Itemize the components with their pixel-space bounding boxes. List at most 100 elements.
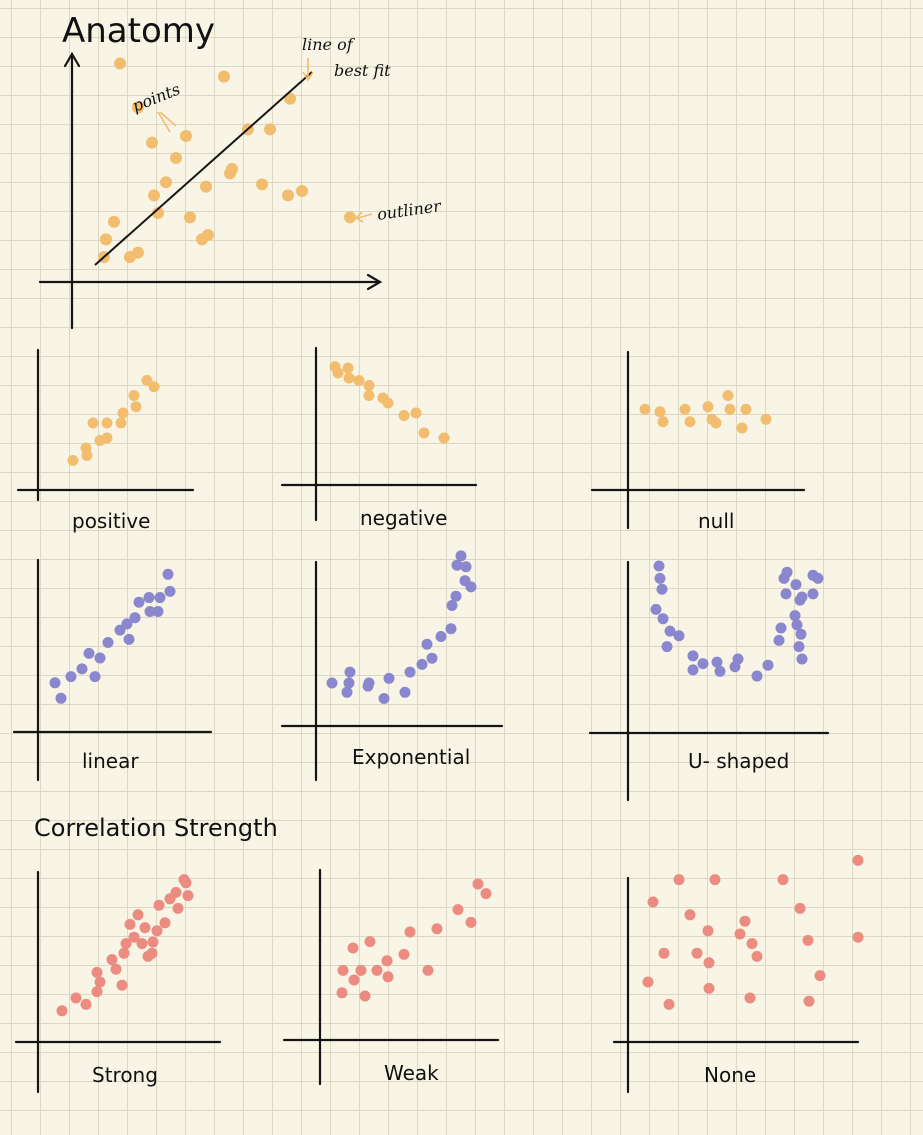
data-point — [703, 982, 715, 994]
data-point — [363, 380, 375, 391]
chart-strong: Strong — [14, 870, 222, 1094]
data-point — [684, 416, 696, 428]
data-point — [673, 874, 685, 886]
data-point — [152, 606, 164, 617]
data-point — [343, 372, 355, 384]
data-point — [353, 375, 365, 386]
data-point — [76, 663, 88, 675]
data-point — [348, 974, 360, 986]
data-point — [653, 560, 665, 572]
data-point — [418, 427, 430, 439]
data-point — [381, 955, 393, 967]
data-point — [465, 916, 477, 928]
data-point — [664, 625, 676, 637]
anatomy-figure: points line of best fit outliner — [38, 35, 443, 330]
data-point — [679, 403, 691, 415]
data-point — [147, 936, 159, 948]
data-point — [355, 964, 367, 976]
data-point — [702, 925, 714, 937]
chart-null: null — [590, 350, 806, 533]
data-point — [172, 902, 184, 914]
chart-label: None — [704, 1063, 756, 1087]
data-point — [673, 630, 685, 642]
chart-label: linear — [82, 749, 139, 773]
data-point — [852, 931, 864, 943]
data-point — [796, 653, 808, 665]
data-point — [398, 948, 410, 960]
anatomy-point — [170, 152, 182, 164]
data-point — [130, 401, 142, 413]
chart-none: None — [612, 854, 864, 1094]
data-point — [132, 909, 144, 921]
data-point — [722, 390, 734, 401]
data-point — [336, 987, 348, 999]
data-point — [807, 588, 819, 600]
data-point — [480, 888, 492, 900]
data-point — [56, 1005, 68, 1017]
data-point — [812, 572, 824, 584]
outlier-annotation-arrow — [354, 211, 373, 223]
data-point — [342, 362, 354, 374]
data-point — [116, 979, 128, 991]
data-point — [714, 665, 726, 677]
data-point — [435, 631, 447, 642]
data-point — [91, 966, 103, 978]
data-point — [398, 410, 410, 421]
anatomy-point — [146, 136, 158, 149]
chart-u-shaped: U- shaped — [588, 560, 830, 802]
data-point — [144, 606, 156, 617]
data-point — [102, 637, 114, 648]
data-point — [746, 938, 758, 950]
data-point — [460, 561, 472, 573]
data-point — [359, 990, 371, 1002]
data-point — [326, 677, 338, 689]
data-point — [654, 572, 666, 584]
anatomy-point — [202, 229, 214, 241]
best-fit-annotation-line2: best fit — [334, 61, 391, 80]
data-point — [70, 992, 82, 1004]
data-point — [790, 579, 802, 591]
data-point — [639, 403, 651, 415]
data-point — [55, 692, 67, 704]
data-point — [151, 925, 163, 937]
anatomy-point — [218, 70, 230, 83]
data-point — [422, 964, 434, 976]
chart-exponential: Exponential — [280, 550, 504, 782]
data-point — [148, 381, 160, 393]
chart-positive: positive — [16, 348, 195, 533]
data-point — [87, 417, 99, 429]
data-point — [740, 403, 752, 415]
data-point — [697, 658, 709, 670]
data-point — [687, 650, 699, 662]
data-point — [159, 917, 171, 929]
data-point — [789, 610, 801, 622]
data-point — [781, 566, 793, 578]
data-point — [382, 971, 394, 983]
data-point — [445, 623, 457, 635]
data-point — [143, 592, 155, 604]
section-heading: Correlation Strength — [34, 814, 278, 842]
chart-label: U- shaped — [688, 749, 789, 773]
chart-label: Weak — [384, 1061, 439, 1085]
y-axis-arrowhead — [63, 51, 81, 68]
data-point — [455, 550, 467, 562]
anatomy-point — [282, 189, 294, 202]
data-point — [117, 407, 129, 419]
chart-negative: negative — [280, 346, 478, 530]
data-point — [438, 432, 450, 444]
data-point — [399, 686, 411, 698]
data-point — [383, 672, 395, 684]
data-point — [762, 659, 774, 671]
data-point — [777, 874, 789, 886]
data-point — [760, 413, 772, 425]
data-point — [775, 622, 787, 634]
data-point — [65, 671, 77, 683]
anatomy-point — [226, 163, 238, 175]
data-point — [431, 923, 443, 935]
data-point — [362, 680, 374, 692]
data-point — [751, 670, 763, 682]
anatomy-point — [264, 123, 276, 136]
chart-label: Strong — [92, 1063, 158, 1087]
data-point — [687, 664, 699, 676]
